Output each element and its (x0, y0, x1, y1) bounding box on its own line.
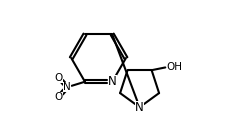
Text: O: O (55, 73, 63, 83)
Text: OH: OH (165, 63, 181, 72)
Text: O: O (55, 92, 63, 102)
Text: N: N (135, 101, 143, 114)
Text: N: N (63, 82, 71, 92)
Text: N: N (107, 75, 116, 88)
